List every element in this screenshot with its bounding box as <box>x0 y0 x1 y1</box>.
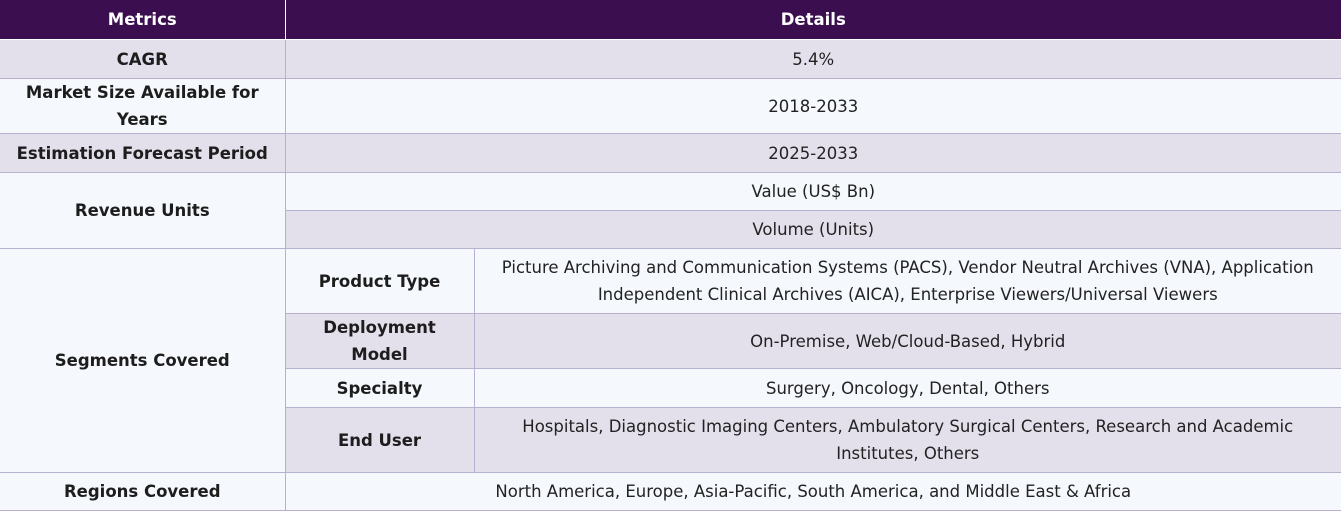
metrics-column-header: Metrics <box>0 0 286 40</box>
table-row-product-type: Segments Covered Product Type Picture Ar… <box>0 248 1341 473</box>
table-row-specialty: Specialty Surgery, Oncology, Dental, Oth… <box>0 368 1341 408</box>
revenue-units-value-2: Volume (Units) <box>284 210 1341 249</box>
segment-name-end-user: End User <box>284 407 475 473</box>
revenue-units-label: Revenue Units <box>0 172 286 249</box>
revenue-units-value-1: Value (US$ Bn) <box>284 172 1341 211</box>
market-size-label: Market Size Available for Years <box>0 78 286 134</box>
forecast-value: 2025-2033 <box>284 133 1341 173</box>
cagr-value: 5.4% <box>284 39 1341 79</box>
forecast-label: Estimation Forecast Period <box>0 133 286 173</box>
table-row-revenue-units: Revenue Units Value (US$ Bn) <box>0 172 1341 249</box>
details-column-header: Details <box>284 0 1341 40</box>
segment-name-deployment-model: Deployment Model <box>284 313 475 369</box>
table-row-forecast: Estimation Forecast Period 2025-2033 <box>0 133 1341 173</box>
table-row-cagr: CAGR 5.4% <box>0 39 1341 79</box>
segment-name-product-type: Product Type <box>284 248 475 314</box>
segment-name-specialty: Specialty <box>284 368 475 408</box>
cagr-label: CAGR <box>0 39 286 79</box>
table-row-revenue-units-2: Volume (Units) <box>0 210 1341 249</box>
segment-value-product-type: Picture Archiving and Communication Syst… <box>473 248 1341 314</box>
market-size-value: 2018-2033 <box>284 78 1341 134</box>
segments-covered-label: Segments Covered <box>0 248 286 473</box>
segment-value-end-user: Hospitals, Diagnostic Imaging Centers, A… <box>473 407 1341 473</box>
segment-value-specialty: Surgery, Oncology, Dental, Others <box>473 368 1341 408</box>
table-row-market-size: Market Size Available for Years 2018-203… <box>0 78 1341 134</box>
table-header-row: Metrics Details <box>0 0 1341 40</box>
segment-value-deployment-model: On-Premise, Web/Cloud-Based, Hybrid <box>473 313 1341 369</box>
table-row-end-user: End User Hospitals, Diagnostic Imaging C… <box>0 407 1341 473</box>
